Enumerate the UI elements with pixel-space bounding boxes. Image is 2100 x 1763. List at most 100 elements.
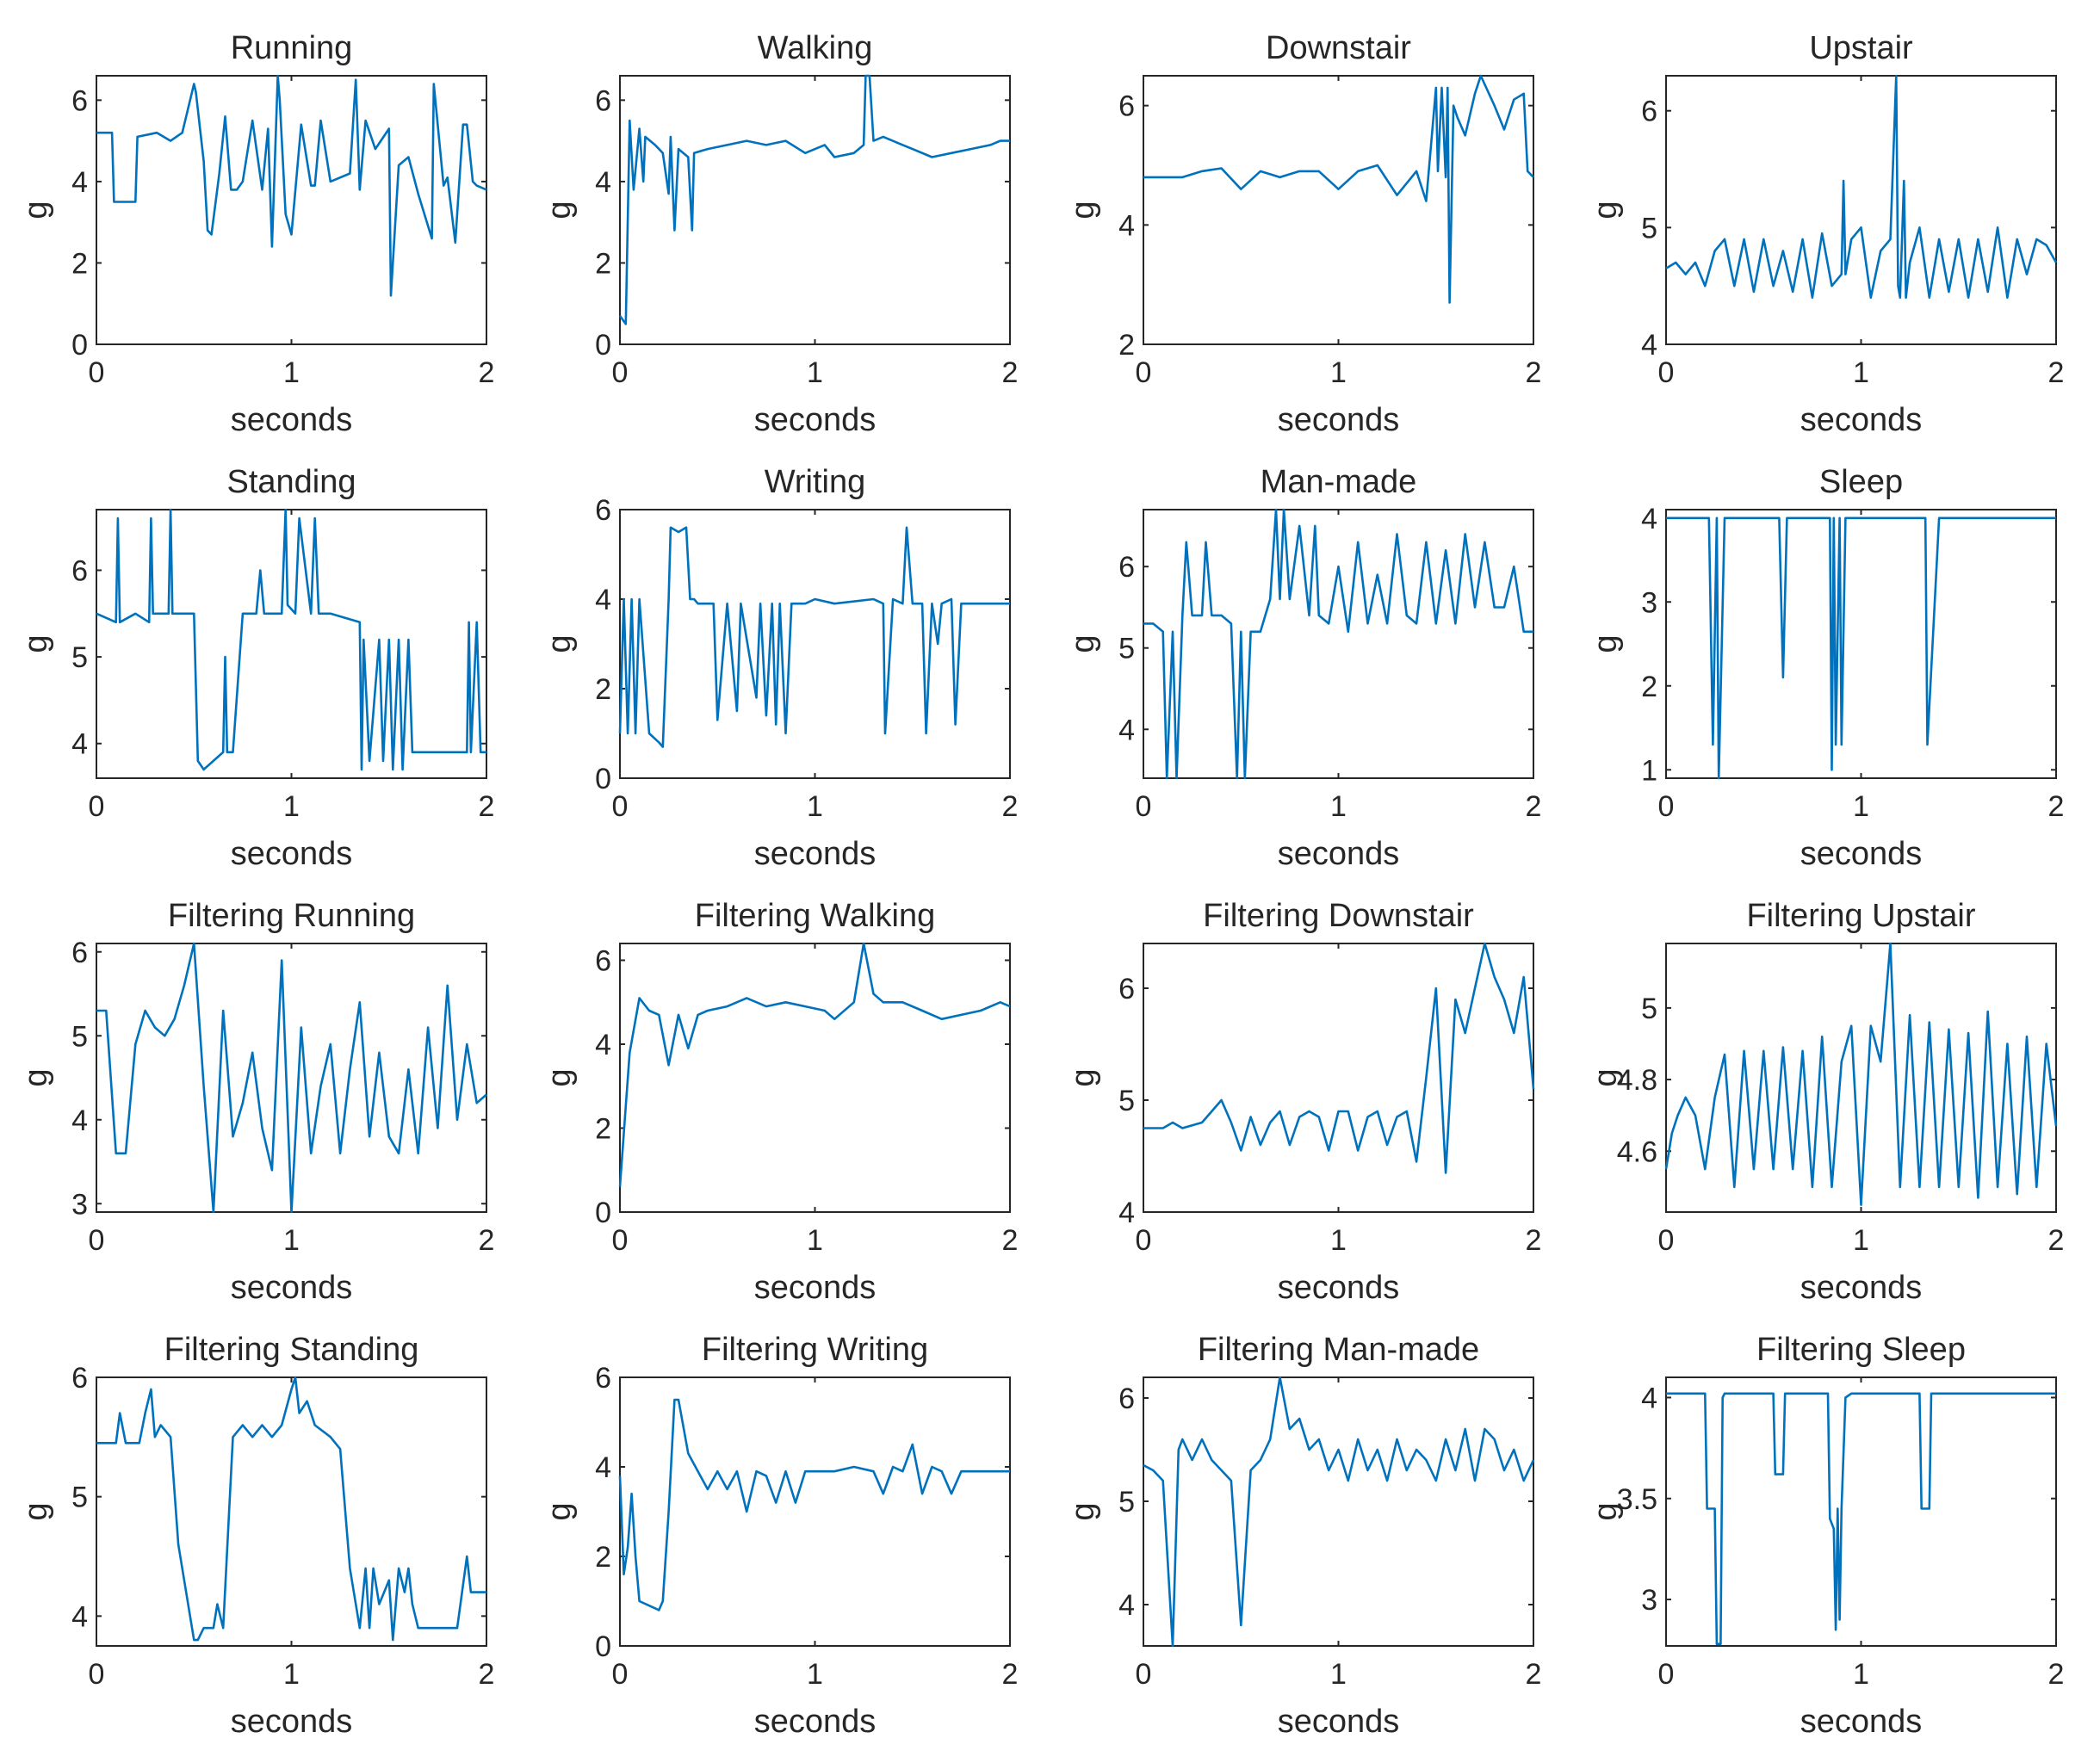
y-tick-label: 5 [1641,212,1657,244]
y-tick-label: 2 [595,1113,611,1146]
y-tick-label: 6 [595,945,611,978]
y-tick-label: 4 [71,1104,88,1137]
x-axis-label: seconds [231,1270,353,1306]
y-axis-label: g [18,201,54,219]
x-tick-label: 2 [479,790,495,823]
chart-title: Standing [226,464,356,500]
x-tick-label: 0 [612,1658,629,1691]
y-axis-label: g [1588,634,1624,653]
y-tick-label: 4 [595,1029,611,1061]
plot-area [1143,75,1534,345]
series-line [1143,74,1534,304]
x-tick-label: 0 [89,1224,105,1257]
y-tick-label: 6 [71,1362,88,1395]
plot-area [619,509,1011,779]
x-tick-label: 1 [283,1224,300,1257]
x-axis-label: seconds [1800,402,1923,438]
y-tick-label: 4 [1118,1197,1135,1229]
x-axis-label: seconds [231,402,353,438]
x-axis-label: seconds [754,1704,877,1740]
y-tick-label: 5 [1118,1085,1135,1117]
x-tick-label: 1 [807,1658,823,1691]
y-tick-label: 5 [71,1020,88,1053]
series-line [1666,1392,2056,1645]
y-tick-label: 4 [1118,714,1135,746]
chart-title: Upstair [1809,30,1913,66]
y-axis-label: g [18,634,54,653]
y-tick-label: 6 [71,554,88,587]
x-tick-label: 1 [1853,1224,1869,1257]
plot-area [619,1376,1011,1647]
subplot: Running seconds g 0 1 2 0 2 4 6 [18,30,494,438]
x-tick-label: 0 [612,1224,629,1257]
chart-title: Filtering Running [168,898,415,934]
x-tick-label: 1 [283,356,300,389]
subplot: Filtering Walking seconds g 0 1 2 0 2 4 6 [542,898,1018,1306]
plot-area [1143,943,1534,1213]
y-tick-label: 6 [595,1362,611,1395]
y-tick-label: 5 [1641,993,1657,1025]
x-tick-label: 1 [1853,790,1869,823]
y-tick-label: 6 [71,937,88,969]
subplot: Filtering Man-made seconds g 0 1 2 4 5 6 [1065,1332,1541,1740]
y-tick-label: 4 [71,728,88,761]
chart-title: Walking [758,30,873,66]
series-line [96,1376,486,1642]
x-tick-label: 0 [1136,1224,1152,1257]
x-tick-label: 1 [283,1658,300,1691]
x-axis-label: seconds [1800,1704,1923,1740]
x-tick-label: 1 [1330,356,1347,389]
subplot: Upstair seconds g 0 1 2 4 5 6 [1588,30,2064,438]
x-tick-label: 2 [479,356,495,389]
x-axis-label: seconds [231,1704,353,1740]
subplot: Writing seconds g 0 1 2 0 2 4 6 [542,464,1018,872]
x-tick-label: 1 [283,790,300,823]
x-tick-label: 2 [1002,1658,1019,1691]
series-line [618,74,1010,325]
series-line [1143,942,1535,1174]
chart-title: Man-made [1261,464,1417,500]
x-tick-label: 2 [1002,1224,1019,1257]
x-axis-label: seconds [1278,1704,1400,1740]
y-tick-label: 4.8 [1617,1064,1657,1097]
x-tick-label: 0 [1658,1658,1675,1691]
chart-title: Writing [765,464,866,500]
y-axis-label: g [18,1502,54,1520]
x-axis-label: seconds [231,836,353,872]
y-tick-label: 2 [71,247,88,280]
y-tick-label: 4.6 [1617,1135,1657,1168]
x-tick-label: 0 [89,790,105,823]
y-tick-label: 2 [595,247,611,280]
x-tick-label: 0 [612,790,629,823]
series-line [1664,942,2058,1206]
y-axis-label: g [1588,1502,1624,1520]
subplot: Filtering Upstair seconds g 0 1 2 4.6 4.8 5 [1588,898,2064,1306]
chart-title: Sleep [1819,464,1903,500]
x-tick-label: 2 [1002,790,1019,823]
y-tick-label: 4 [595,166,611,199]
y-tick-label: 4 [1641,1382,1657,1414]
y-tick-label: 4 [1641,329,1657,362]
y-axis-label: g [542,1068,578,1086]
x-tick-label: 1 [807,1224,823,1257]
y-axis-label: g [18,1068,54,1086]
y-tick-label: 0 [595,763,611,795]
subplot: Walking seconds g 0 1 2 0 2 4 6 [542,30,1018,438]
series-line [618,1398,1010,1611]
chart-title: Running [231,30,353,66]
x-tick-label: 2 [1526,790,1542,823]
plot-area [619,75,1011,345]
y-axis-label: g [1065,201,1101,219]
x-tick-label: 0 [89,1658,105,1691]
plot-area [619,943,1011,1213]
y-axis-label: g [1065,1068,1101,1086]
y-tick-label: 2 [595,673,611,706]
x-tick-label: 1 [1330,790,1347,823]
chart-title: Filtering Downstair [1203,898,1474,934]
x-axis-label: seconds [1278,402,1400,438]
x-tick-label: 0 [612,356,629,389]
plot-area [1143,509,1534,779]
plot-area [96,943,487,1213]
